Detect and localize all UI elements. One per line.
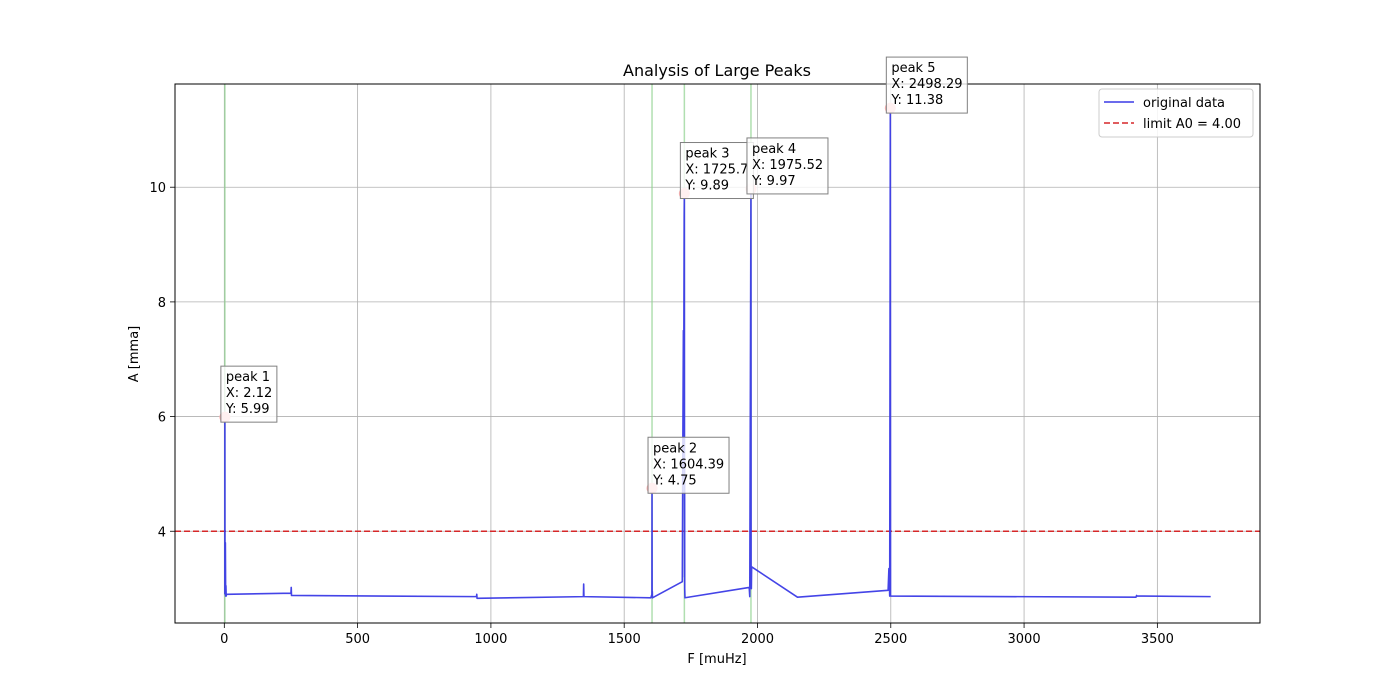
peak-annotation: peak 1X: 2.12Y: 5.99 [220,365,278,423]
x-tick-label: 1500 [608,632,641,647]
chart-title: Analysis of Large Peaks [623,61,811,80]
peak-annotation: peak 2X: 1604.39Y: 4.75 [647,436,730,494]
x-tick-label: 2000 [741,632,774,647]
y-tick-label: 4 [158,525,166,540]
x-axis-label: F [muHz] [687,652,746,667]
peak-annotation-box [885,56,968,114]
y-tick-label: 6 [158,411,166,426]
peak-annotation-label: peak 2 [653,441,697,456]
peak-annotation-x: X: 1975.52 [752,158,823,173]
peak-annotation-box [220,365,278,423]
original-data-line [224,107,1211,600]
peak-annotation-box [647,436,730,494]
y-axis-label: A [mma] [127,326,142,382]
legend-label-original-data: original data [1143,96,1225,111]
x-tick-label: 2500 [874,632,907,647]
x-tick-label: 500 [345,632,370,647]
y-tick-label: 8 [158,296,166,311]
peak-annotation: peak 3X: 1725.7Y: 9.89 [679,142,754,200]
x-tick-label: 0 [220,632,228,647]
peak-annotation-y: Y: 9.97 [751,174,796,189]
peak-annotation-box [746,137,829,195]
peak-annotation-label: peak 5 [891,61,935,76]
x-axis-ticks: 0 500 1000 1500 2000 2500 3000 3500 [220,623,1174,647]
peak-annotation-label: peak 1 [226,370,270,385]
legend-label-limit: limit A0 = 4.00 [1143,117,1241,132]
peak-annotation-label: peak 4 [752,142,796,157]
peak-annotation-x: X: 2.12 [226,386,272,401]
peak-annotation-y: Y: 4.75 [652,473,697,488]
peak-annotation-y: Y: 11.38 [890,93,943,108]
legend-box [1098,88,1254,138]
peak-annotation-box [679,142,754,200]
peak-annotation-label: peak 3 [685,147,729,162]
peak-annotation-y: Y: 9.89 [684,179,729,194]
peak-annotation-x: X: 1604.39 [653,457,724,472]
x-tick-label: 1000 [474,632,507,647]
peak-annotations: peak 1X: 2.12Y: 5.99 peak 2X: 1604.39Y: 4… [220,56,968,494]
legend: original data limit A0 = 4.00 [1098,88,1254,138]
x-tick-label: 3000 [1008,632,1041,647]
peak-annotation-x: X: 2498.29 [891,77,962,92]
y-tick-label: 10 [149,181,166,196]
peak-annotation-y: Y: 5.99 [225,402,270,417]
peak-annotation: peak 4X: 1975.52Y: 9.97 [746,137,829,195]
x-tick-label: 3500 [1141,632,1174,647]
peak-annotation-x: X: 1725.7 [685,163,748,178]
plot-frame [174,83,1261,624]
peak-annotation: peak 5X: 2498.29Y: 11.38 [885,56,968,114]
y-axis-ticks: 4 6 8 10 [149,181,175,540]
